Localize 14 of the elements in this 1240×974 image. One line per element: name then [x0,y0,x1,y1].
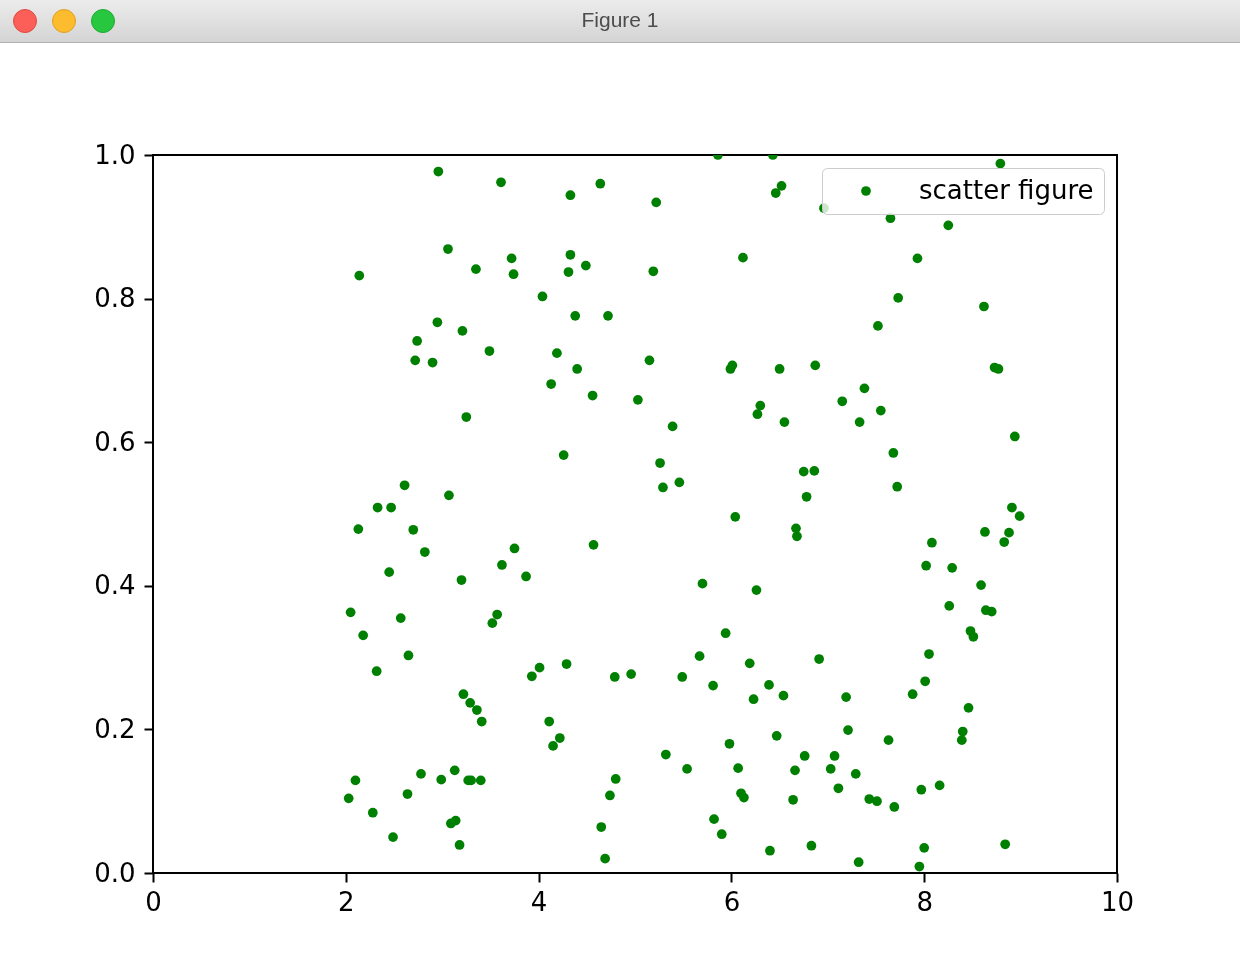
chart-title: Figure 1 [581,8,659,33]
legend-label: scatter figure [919,175,1094,205]
x-tick-label: 2 [338,886,355,917]
y-tick-label: 0.6 [94,426,136,457]
y-tick-label: 0.4 [94,570,136,601]
y-tick-label: 1.0 [94,139,136,170]
y-tick-label: 0.0 [94,857,136,888]
x-tick-label: 4 [530,886,548,917]
x-tick-label: 8 [916,886,933,917]
x-tick-label: 0 [145,886,162,917]
x-tick-label: 6 [723,886,741,917]
y-tick-label: 0.2 [94,713,136,744]
y-tick-label: 0.8 [94,283,136,314]
x-tick-label: 10 [1100,886,1135,917]
